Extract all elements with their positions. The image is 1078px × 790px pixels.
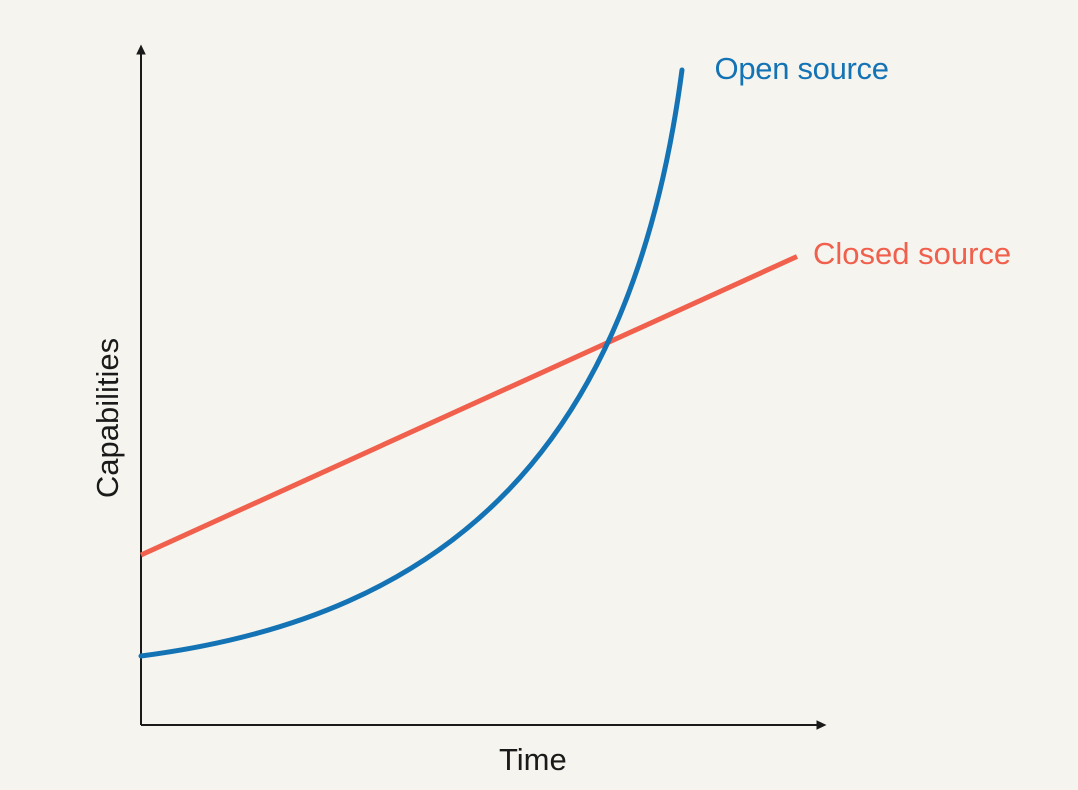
svg-text:Open source: Open source xyxy=(715,51,889,86)
svg-text:Closed source: Closed source xyxy=(813,236,1011,271)
svg-text:Time: Time xyxy=(499,742,567,777)
svg-text:Capabilities: Capabilities xyxy=(90,338,125,498)
